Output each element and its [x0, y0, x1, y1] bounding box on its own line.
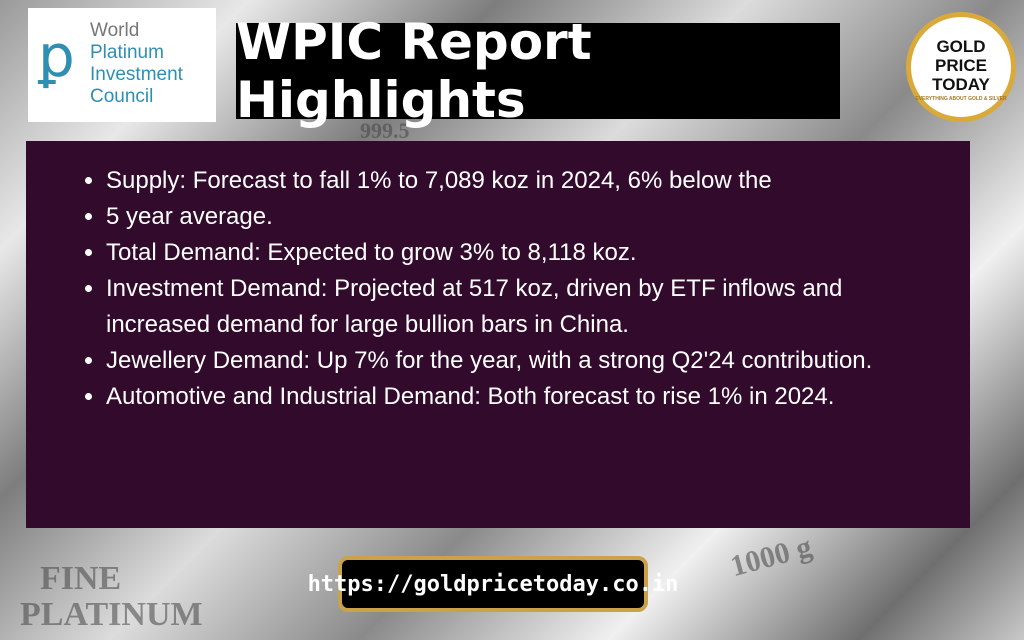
bullet: 5 year average. — [106, 199, 930, 235]
badge-line: TODAY — [932, 75, 990, 94]
title: WPIC Report Highlights — [236, 13, 840, 129]
logo-mark: ꝑ — [38, 22, 75, 90]
logo: ꝑ World Platinum Investment Council — [28, 8, 216, 122]
bullet: Jewellery Demand: Up 7% for the year, wi… — [106, 343, 930, 379]
bullet: Total Demand: Expected to grow 3% to 8,1… — [106, 235, 930, 271]
bullet: Automotive and Industrial Demand: Both f… — [106, 379, 930, 415]
highlights-box: Supply: Forecast to fall 1% to 7,089 koz… — [26, 141, 970, 528]
badge-line: PRICE — [935, 56, 987, 75]
badge-tagline: EVERYTHING ABOUT GOLD & SILVER — [915, 96, 1007, 102]
logo-line: World — [90, 20, 140, 41]
url: https://goldpricetoday.co.in — [308, 556, 678, 612]
logo-text: World Platinum Investment Council — [90, 20, 183, 108]
logo-line: Platinum — [90, 42, 164, 63]
logo-line: Investment — [90, 64, 183, 85]
badge-line: GOLD — [936, 37, 986, 56]
bar-text: PLATINUM — [20, 596, 203, 633]
bullet: Supply: Forecast to fall 1% to 7,089 koz… — [106, 163, 930, 199]
badge: GOLD PRICE TODAY EVERYTHING ABOUT GOLD & S… — [906, 12, 1016, 122]
logo-line: Council — [90, 86, 154, 107]
bar-text: FINE — [40, 560, 122, 597]
bullet-list: Supply: Forecast to fall 1% to 7,089 koz… — [80, 163, 930, 415]
bar-text: 999.5 — [360, 118, 410, 143]
bullet: Investment Demand: Projected at 517 koz,… — [106, 271, 930, 343]
bar-text: 1000 g — [727, 529, 816, 584]
